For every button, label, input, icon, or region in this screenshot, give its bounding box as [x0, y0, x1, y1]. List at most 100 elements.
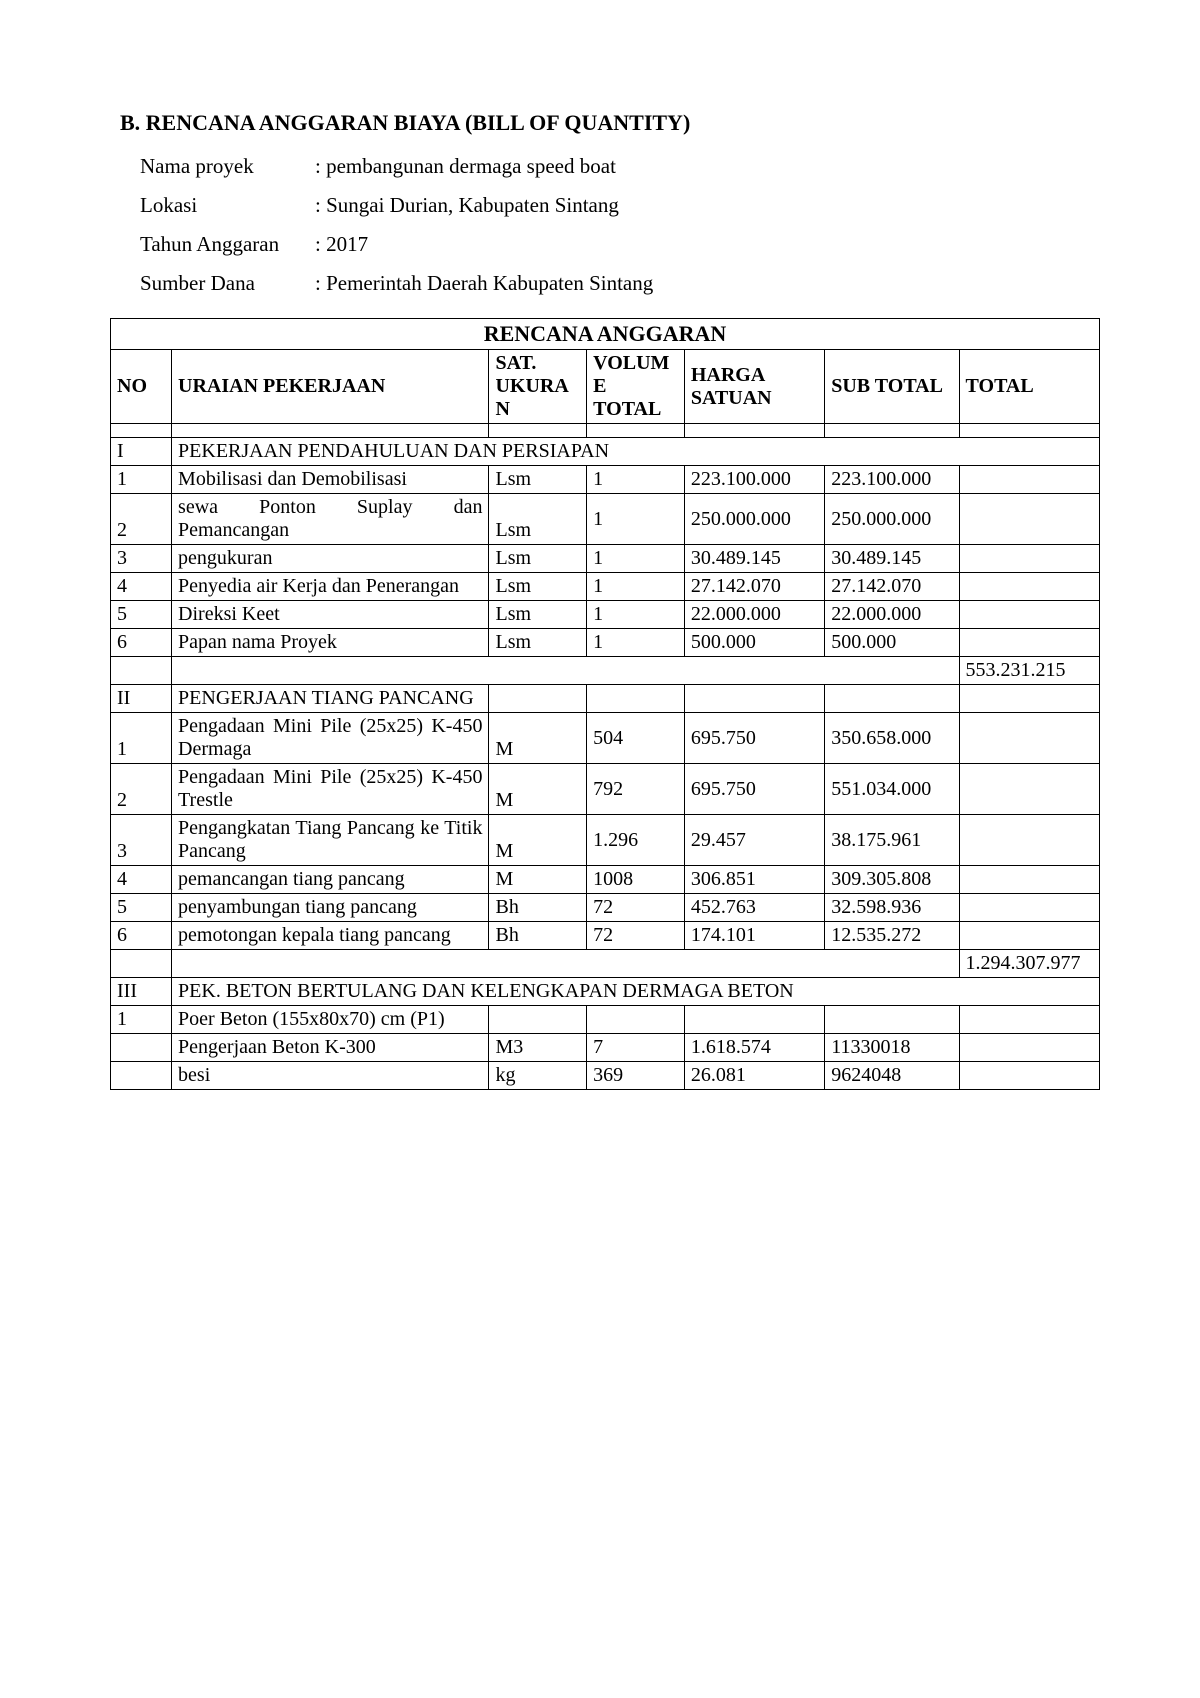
table-cell: M — [489, 764, 587, 815]
table-cell: Direksi Keet — [172, 601, 489, 629]
table-cell: 11330018 — [825, 1034, 959, 1062]
table-cell: 72 — [587, 894, 685, 922]
meta-label: Sumber Dana — [140, 271, 315, 296]
table-cell: 452.763 — [684, 894, 824, 922]
table-cell: Bh — [489, 894, 587, 922]
table-cell: 2 — [111, 764, 172, 815]
table-cell: 695.750 — [684, 713, 824, 764]
table-cell: 29.457 — [684, 815, 824, 866]
table-row: 1Pengadaan Mini Pile (25x25) K-450 Derma… — [111, 713, 1100, 764]
table-row: 6Papan nama ProyekLsm1500.000500.000 — [111, 629, 1100, 657]
table-cell: Lsm — [489, 573, 587, 601]
col-header-total: TOTAL — [959, 350, 1099, 424]
table-cell: 22.000.000 — [684, 601, 824, 629]
table-cell: 27.142.070 — [825, 573, 959, 601]
col-header-no: NO — [111, 350, 172, 424]
table-cell: pemotongan kepala tiang pancang — [172, 922, 489, 950]
table-row: 2sewa Ponton Suplay dan PemancanganLsm12… — [111, 494, 1100, 545]
table-cell — [959, 894, 1099, 922]
table-cell: 3 — [111, 815, 172, 866]
table-cell: 1008 — [587, 866, 685, 894]
table-cell: M — [489, 866, 587, 894]
table-cell: 369 — [587, 1062, 685, 1090]
table-cell: 22.000.000 — [825, 601, 959, 629]
table-cell: 174.101 — [684, 922, 824, 950]
budget-table: RENCANA ANGGARAN NO URAIAN PEKERJAAN SAT… — [110, 318, 1100, 1090]
meta-label: Nama proyek — [140, 154, 315, 179]
section-header-row: III PEK. BETON BERTULANG DAN KELENGKAPAN… — [111, 978, 1100, 1006]
section-no: II — [111, 685, 172, 713]
table-cell: 30.489.145 — [684, 545, 824, 573]
section-header-row: I PEKERJAAN PENDAHULUAN DAN PERSIAPAN — [111, 438, 1100, 466]
table-cell — [959, 494, 1099, 545]
table-cell: penyambungan tiang pancang — [172, 894, 489, 922]
table-title-row: RENCANA ANGGARAN — [111, 319, 1100, 350]
section-no: I — [111, 438, 172, 466]
table-row: 2Pengadaan Mini Pile (25x25) K-450 Trest… — [111, 764, 1100, 815]
table-row: 4Penyedia air Kerja dan PeneranganLsm127… — [111, 573, 1100, 601]
section-subtotal: 1.294.307.977 — [959, 950, 1099, 978]
table-cell: 350.658.000 — [825, 713, 959, 764]
meta-value: 2017 — [315, 232, 368, 257]
table-cell: 27.142.070 — [684, 573, 824, 601]
table-cell — [489, 1006, 587, 1034]
table-cell: 1 — [587, 573, 685, 601]
table-cell: Penyedia air Kerja dan Penerangan — [172, 573, 489, 601]
table-cell: 2 — [111, 494, 172, 545]
table-row: besikg36926.0819624048 — [111, 1062, 1100, 1090]
table-cell: 1 — [587, 545, 685, 573]
meta-row-lokasi: Lokasi Sungai Durian, Kabupaten Sintang — [140, 193, 1100, 218]
col-header-sub: SUB TOTAL — [825, 350, 959, 424]
table-cell: 1 — [111, 1006, 172, 1034]
table-cell: 1.618.574 — [684, 1034, 824, 1062]
table-cell: 306.851 — [684, 866, 824, 894]
document-page: B. RENCANA ANGGARAN BIAYA (BILL OF QUANT… — [0, 0, 1200, 1150]
table-cell: 12.535.272 — [825, 922, 959, 950]
table-cell: 223.100.000 — [825, 466, 959, 494]
table-cell: 309.305.808 — [825, 866, 959, 894]
table-cell: Lsm — [489, 601, 587, 629]
table-cell: pemancangan tiang pancang — [172, 866, 489, 894]
table-cell: 7 — [587, 1034, 685, 1062]
table-cell: pengukuran — [172, 545, 489, 573]
table-cell: kg — [489, 1062, 587, 1090]
table-cell — [959, 545, 1099, 573]
table-cell: Lsm — [489, 466, 587, 494]
table-cell: Bh — [489, 922, 587, 950]
table-cell — [959, 866, 1099, 894]
table-cell: 551.034.000 — [825, 764, 959, 815]
section-subtotal-row: 553.231.215 — [111, 657, 1100, 685]
document-title: B. RENCANA ANGGARAN BIAYA (BILL OF QUANT… — [120, 110, 1100, 136]
section-no: III — [111, 978, 172, 1006]
table-cell — [959, 922, 1099, 950]
section-title: PEK. BETON BERTULANG DAN KELENGKAPAN DER… — [172, 978, 1100, 1006]
table-cell: 4 — [111, 573, 172, 601]
table-cell: 38.175.961 — [825, 815, 959, 866]
meta-row-sumber: Sumber Dana Pemerintah Daerah Kabupaten … — [140, 271, 1100, 296]
table-cell: 72 — [587, 922, 685, 950]
table-cell — [959, 1006, 1099, 1034]
table-cell: besi — [172, 1062, 489, 1090]
table-cell — [959, 713, 1099, 764]
table-cell — [959, 1062, 1099, 1090]
table-cell: 500.000 — [825, 629, 959, 657]
section-title: PENGERJAAN TIANG PANCANG — [172, 685, 489, 713]
table-cell — [684, 1006, 824, 1034]
meta-label: Tahun Anggaran — [140, 232, 315, 257]
table-cell: Lsm — [489, 629, 587, 657]
table-cell: Lsm — [489, 545, 587, 573]
table-row: Pengerjaan Beton K-300M371.618.574113300… — [111, 1034, 1100, 1062]
table-cell: 30.489.145 — [825, 545, 959, 573]
section-subtotal-row: 1.294.307.977 — [111, 950, 1100, 978]
table-cell: 1 — [111, 466, 172, 494]
table-cell: 1 — [111, 713, 172, 764]
table-cell — [959, 815, 1099, 866]
table-cell — [959, 764, 1099, 815]
meta-block: Nama proyek pembangunan dermaga speed bo… — [140, 154, 1100, 296]
table-cell: 504 — [587, 713, 685, 764]
table-cell: 3 — [111, 545, 172, 573]
table-cell: sewa Ponton Suplay dan Pemancangan — [172, 494, 489, 545]
table-cell — [825, 1006, 959, 1034]
table-cell: 9624048 — [825, 1062, 959, 1090]
col-header-volume: VOLUME TOTAL — [587, 350, 685, 424]
